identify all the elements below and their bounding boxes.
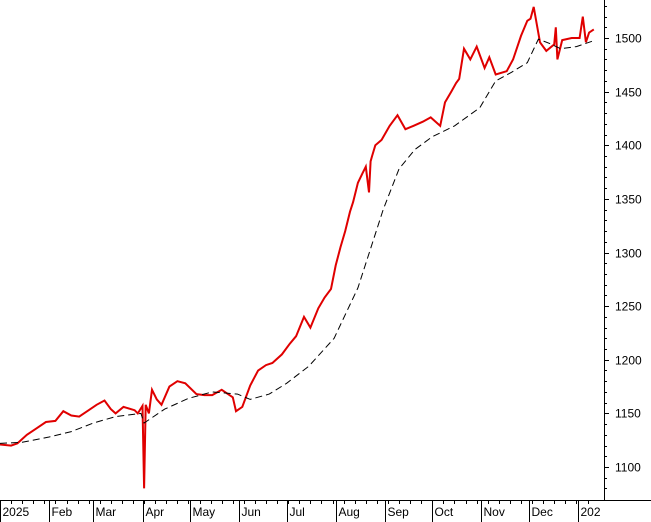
y-tick-label: 1250 <box>615 300 642 314</box>
x-tick-label: Oct <box>435 505 454 519</box>
y-tick-label: 1500 <box>615 32 642 46</box>
x-tick-label: Jun <box>242 505 261 519</box>
x-tick-label: Mar <box>96 505 117 519</box>
y-tick-label: 1350 <box>615 193 642 207</box>
x-axis-ticks: 2025 Feb Mar Apr May Jun Jul Aug Sep Oct Nov Dec 202 <box>0 500 601 522</box>
y-axis-ticks: 1100 1150 1200 1250 1300 1350 1400 1450 1500 <box>604 6 642 489</box>
y-tick-label: 1400 <box>615 139 642 153</box>
x-tick-label: Dec <box>532 505 553 519</box>
x-tick-label: Feb <box>52 505 73 519</box>
x-tick-label: Sep <box>388 505 410 519</box>
x-tick-label: Jul <box>290 505 305 519</box>
y-tick-label: 1200 <box>615 354 642 368</box>
y-tick-label: 1300 <box>615 247 642 261</box>
y-tick-label: 1450 <box>615 86 642 100</box>
x-tick-label: 202 <box>581 505 601 519</box>
x-tick-label: Aug <box>339 505 360 519</box>
y-tick-label: 1150 <box>615 407 641 421</box>
y-tick-label: 1100 <box>615 461 641 475</box>
moving-average-line <box>0 38 593 444</box>
x-tick-label: Nov <box>484 505 505 519</box>
x-tick-label: May <box>193 505 216 519</box>
series-layer <box>0 6 595 489</box>
price-line <box>0 6 595 489</box>
x-tick-label: 2025 <box>3 505 30 519</box>
x-tick-label: Apr <box>146 505 165 519</box>
